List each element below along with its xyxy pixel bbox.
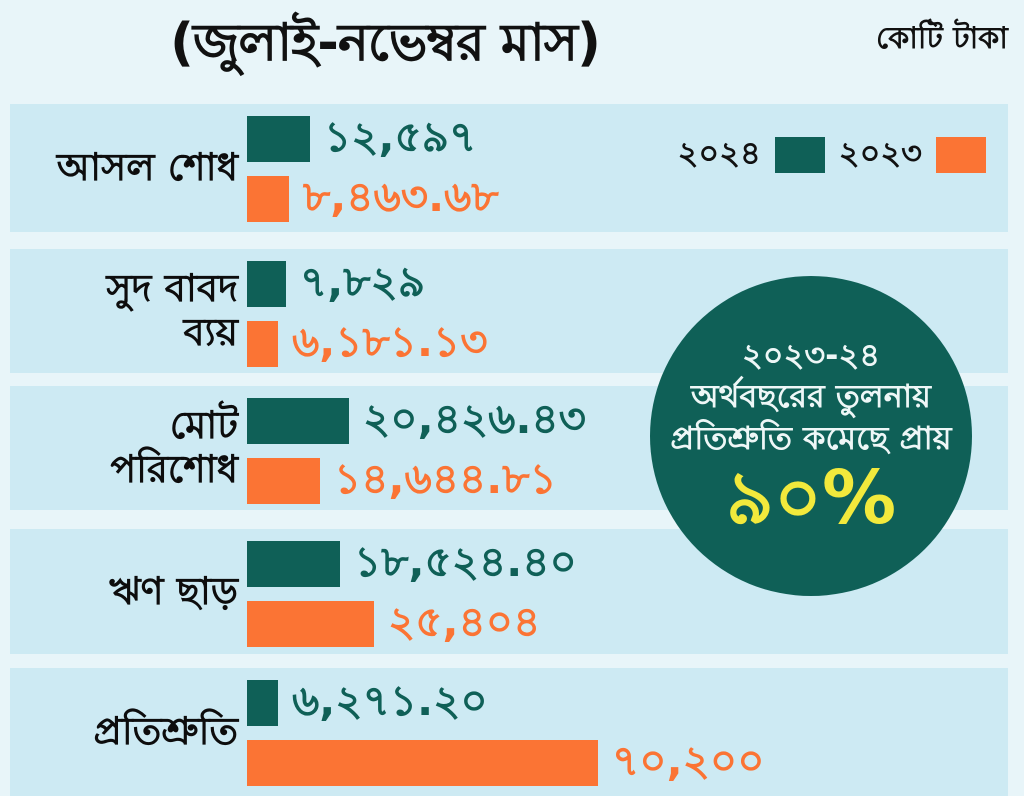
- bar-line-2023: ৬,১৮১.১৩: [247, 317, 1008, 367]
- bar-value-2024: ২০,৪২৬.৪৩: [363, 393, 586, 443]
- bar-line-2023: ৮,৪৬৩.৬৮: [247, 172, 1008, 222]
- row-label-line: প্রতিশ্রুতি: [93, 709, 238, 754]
- page-title: (জুলাই-নভেম্বর মাস): [170, 13, 601, 73]
- bar-2024: [247, 116, 310, 162]
- row-label-line: মোট: [169, 403, 238, 448]
- bar-group: ৬,২৭১.২০ ৭০,২০০: [247, 668, 1008, 796]
- bar-value-2024: ৭,৮২৯: [300, 256, 426, 306]
- legend: ২০২৪ ২০২৩: [636, 128, 986, 182]
- bar-group: ১২,৫৯৭ ৮,৪৬৩.৬৮: [247, 104, 1008, 232]
- legend-swatch-2024: [774, 137, 825, 173]
- bar-2024: [247, 680, 278, 726]
- bar-line-2024: ১২,৫৯৭: [247, 112, 1008, 162]
- bar-group: ২০,৪২৬.৪৩ ১৪,৬৪৪.৮১: [247, 386, 1008, 510]
- bar-line-2023: ২৫,৪০৪: [247, 597, 1008, 647]
- bar-value-2023: ৮,৪৬৩.৬৮: [303, 171, 499, 221]
- bar-2023: [247, 601, 374, 647]
- bar-2023: [247, 740, 598, 786]
- row-label: প্রতিশ্রুতি: [10, 668, 238, 796]
- callout-line-2: অর্থবছরের তুলনায়: [691, 377, 931, 416]
- bar-value-2023: ১৪,৬৪৪.৮১: [334, 453, 557, 503]
- row-label: ঋণ ছাড়: [10, 529, 238, 654]
- bar-2023: [247, 458, 320, 504]
- bar-value-2023: ৬,১৮১.১৩: [292, 316, 488, 366]
- bar-2023: [247, 176, 289, 222]
- row-label: আসল শোধ: [10, 104, 238, 232]
- bar-line-2023: ১৪,৬৪৪.৮১: [247, 454, 1008, 504]
- bar-line-2024: ২০,৪২৬.৪৩: [247, 394, 1008, 444]
- callout-line-1: ২০২৩-২৪: [741, 335, 881, 374]
- chart-row-principal-repayment: আসল শোধ ১২,৫৯৭ ৮,৪৬৩.৬৮: [10, 104, 1008, 232]
- bar-group: ১৮,৫২৪.৪০ ২৫,৪০৪: [247, 529, 1008, 654]
- callout-line-3: প্রতিশ্রুতি কমেছে প্রায়: [670, 418, 952, 457]
- chart-row-loan-disbursement: ঋণ ছাড় ১৮,৫২৪.৪০ ২৫,৪০৪: [10, 529, 1008, 654]
- bar-value-2023: ৭০,২০০: [612, 735, 765, 785]
- bar-line-2023: ৭০,২০০: [247, 736, 1008, 786]
- bar-value-2024: ১৮,৫২৪.৪০: [354, 536, 577, 586]
- bar-2024: [247, 398, 349, 444]
- row-label-line: পরিশোধ: [110, 447, 238, 491]
- row-label-line: ঋণ ছাড়: [109, 568, 238, 613]
- row-label-line: ব্যয়: [183, 310, 238, 354]
- unit-label: কোটি টাকা: [876, 21, 1008, 56]
- legend-label-2024: ২০২৪: [677, 134, 761, 172]
- bar-2024: [247, 261, 286, 307]
- legend-label-2023: ২০২৩: [838, 134, 922, 172]
- callout-highlight-percentage: ৯০%: [725, 454, 897, 541]
- bar-line-2024: ১৮,৫২৪.৪০: [247, 537, 1008, 587]
- row-label: সুদ বাবদ ব্যয়: [10, 249, 238, 373]
- bar-line-2024: ৬,২৭১.২০: [247, 676, 1008, 726]
- legend-swatch-2023: [936, 137, 986, 173]
- bar-value-2024: ৬,২৭১.২০: [292, 675, 488, 725]
- bar-group: ৭,৮২৯ ৬,১৮১.১৩: [247, 249, 1008, 373]
- row-label: মোট পরিশোধ: [10, 386, 238, 510]
- chart-row-commitment: প্রতিশ্রুতি ৬,২৭১.২০ ৭০,২০০: [10, 668, 1008, 796]
- bar-line-2024: ৭,৮২৯: [247, 257, 1008, 307]
- bar-value-2023: ২৫,৪০৪: [388, 596, 541, 646]
- callout-circle: ২০২৩-২৪ অর্থবছরের তুলনায় প্রতিশ্রুতি কম…: [650, 276, 972, 596]
- bar-value-2024: ১২,৫৯৭: [324, 111, 477, 161]
- row-label-line: আসল শোধ: [56, 145, 238, 190]
- bar-2024: [247, 541, 340, 587]
- bar-2023: [247, 321, 278, 367]
- row-label-line: সুদ বাবদ: [106, 266, 238, 311]
